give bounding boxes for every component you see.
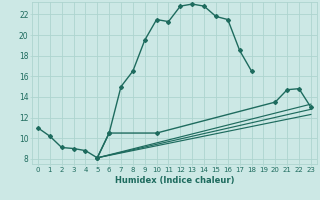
X-axis label: Humidex (Indice chaleur): Humidex (Indice chaleur)	[115, 176, 234, 185]
